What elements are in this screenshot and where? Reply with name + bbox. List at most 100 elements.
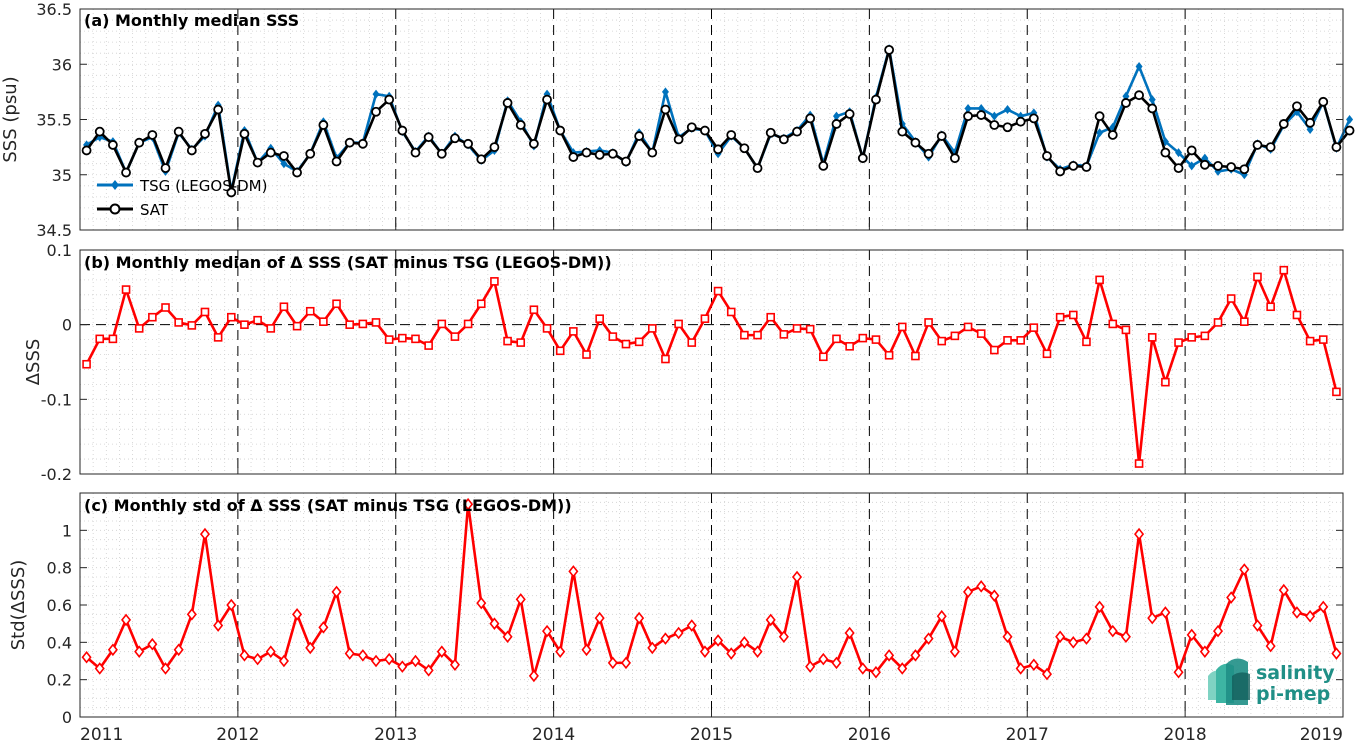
data-point	[344, 647, 355, 660]
data-point	[1042, 151, 1052, 161]
data-point	[832, 334, 841, 344]
data-point	[594, 149, 605, 160]
data-point	[252, 157, 263, 168]
data-point	[1226, 591, 1237, 604]
y-tick-label: 0	[62, 708, 72, 727]
data-point	[1188, 161, 1196, 171]
panel-a-y-axis-label: SSS (psu)	[0, 76, 21, 162]
data-point	[673, 134, 684, 145]
data-point	[805, 324, 815, 334]
x-tick-label: 2012	[216, 725, 259, 745]
data-point	[1135, 61, 1143, 71]
data-point	[661, 87, 669, 97]
data-point	[489, 617, 500, 630]
data-point	[805, 113, 816, 124]
data-point	[1082, 337, 1091, 347]
salinity-pi-mep-logo: salinity pi-mep	[1208, 658, 1335, 705]
data-point	[305, 306, 315, 316]
data-point	[81, 650, 92, 664]
panel-c-series	[81, 497, 1342, 683]
data-point	[950, 331, 960, 341]
data-point	[1147, 103, 1158, 114]
data-point	[187, 321, 197, 330]
data-point	[1003, 336, 1012, 345]
panel-a-title: (a) Monthly median SSS	[84, 11, 299, 30]
data-point	[1305, 609, 1316, 623]
data-point	[463, 138, 474, 149]
data-point	[1306, 124, 1314, 134]
data-point	[542, 94, 552, 105]
data-point	[476, 299, 486, 309]
data-point	[160, 163, 171, 174]
data-point	[555, 346, 565, 356]
y-tick-label: 0.4	[47, 633, 72, 652]
data-point	[318, 120, 329, 130]
data-point	[542, 324, 552, 333]
data-point	[319, 317, 328, 326]
data-point	[199, 527, 211, 541]
data-point	[134, 324, 144, 333]
data-point	[173, 126, 184, 137]
data-point	[410, 147, 421, 158]
data-point	[726, 647, 737, 660]
data-point	[989, 589, 1000, 602]
data-point	[357, 649, 368, 662]
data-point	[990, 345, 999, 355]
data-point	[1081, 162, 1092, 172]
legend-label-tsg: TSG (LEGOS-DM)	[139, 177, 267, 195]
y-tick-label: 36	[52, 55, 72, 74]
data-point	[1134, 459, 1144, 468]
data-point	[1160, 147, 1171, 158]
y-tick-label: -0.1	[41, 390, 72, 409]
data-point	[989, 120, 1000, 130]
data-point	[621, 156, 631, 167]
data-point	[1279, 265, 1289, 275]
data-point	[964, 103, 972, 113]
y-tick-label: 0.1	[47, 241, 72, 260]
data-point	[213, 333, 223, 342]
data-point	[766, 312, 776, 322]
data-point	[779, 330, 789, 339]
data-point	[568, 565, 579, 578]
data-point	[1068, 310, 1078, 320]
data-point	[871, 94, 881, 105]
data-point	[647, 147, 658, 158]
data-point	[1015, 116, 1026, 127]
data-point	[818, 161, 829, 171]
data-point	[700, 125, 710, 136]
data-point	[397, 660, 408, 673]
data-point	[1002, 630, 1013, 644]
x-tick-label: 2015	[690, 725, 733, 745]
data-point	[516, 338, 526, 347]
data-point	[372, 89, 380, 99]
data-point	[108, 334, 118, 344]
data-point	[661, 354, 670, 364]
data-point	[581, 147, 592, 158]
data-point	[1055, 166, 1066, 177]
data-point	[990, 111, 998, 121]
data-point	[1213, 161, 1223, 171]
data-point	[831, 119, 842, 129]
data-point	[1041, 667, 1053, 681]
x-tick-label: 2019	[1300, 725, 1343, 745]
data-point	[923, 148, 934, 159]
y-tick-label: 35	[52, 166, 72, 185]
data-point	[292, 608, 303, 621]
data-point	[331, 585, 342, 599]
data-point	[1226, 294, 1236, 303]
data-point	[884, 649, 895, 662]
data-point	[1265, 142, 1276, 153]
data-point	[1107, 624, 1118, 638]
data-point	[450, 332, 460, 341]
data-point	[528, 138, 539, 149]
panel-a-grid	[80, 9, 1343, 230]
data-point	[1094, 600, 1105, 614]
data-point	[186, 608, 197, 621]
data-point	[778, 630, 789, 644]
data-point	[411, 334, 420, 344]
data-point	[252, 652, 263, 666]
data-point	[621, 339, 631, 349]
data-point	[542, 624, 553, 638]
data-point	[739, 636, 750, 649]
data-point	[620, 656, 632, 670]
